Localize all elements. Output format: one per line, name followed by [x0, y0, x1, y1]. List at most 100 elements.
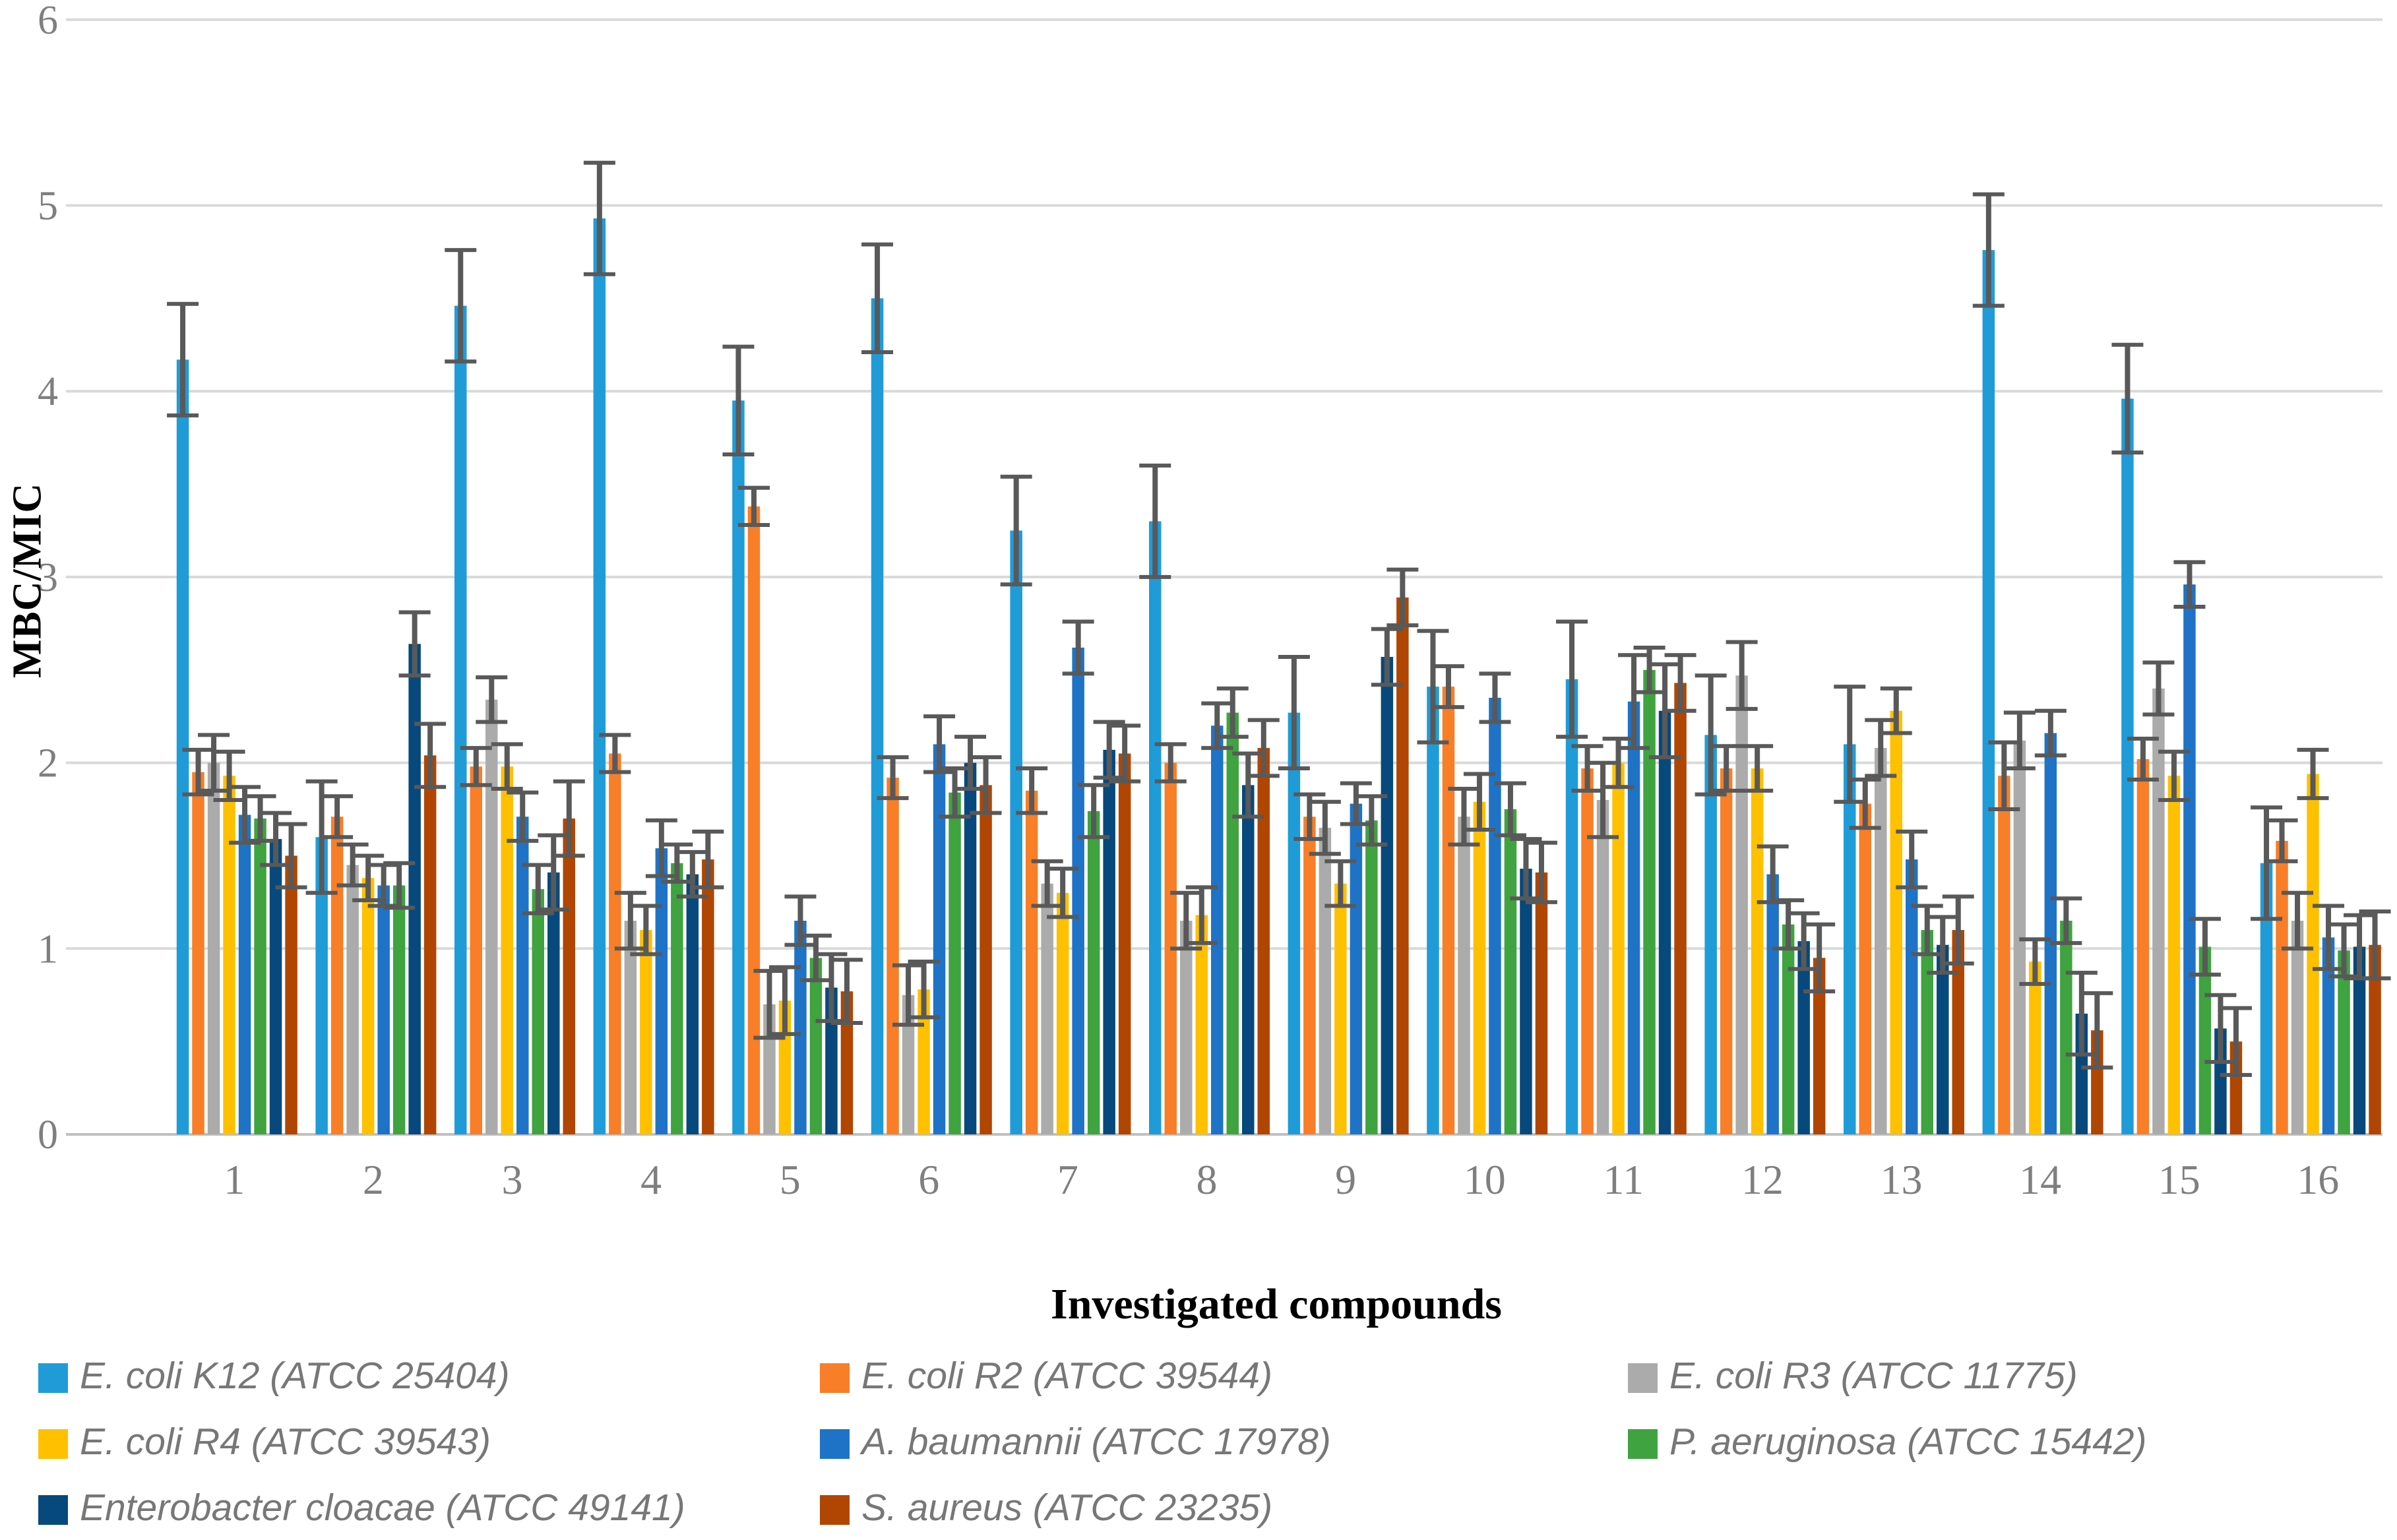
bar: [1875, 748, 1887, 1134]
bar: [1427, 687, 1439, 1134]
x-axis-title: Investigated compounds: [1051, 1280, 1502, 1328]
bar: [871, 298, 884, 1135]
bar: [315, 837, 328, 1134]
bar: [655, 848, 668, 1134]
bar: [2276, 840, 2288, 1134]
bar: [1180, 921, 1193, 1134]
legend-label: E. coli K12 (ATCC 25404): [80, 1355, 510, 1397]
bar: [2044, 733, 2057, 1134]
bar: [563, 818, 575, 1134]
bar: [1844, 744, 1856, 1134]
bar: [2322, 937, 2335, 1134]
bar: [516, 816, 529, 1134]
bar: [1489, 698, 1501, 1134]
bar: [1334, 883, 1347, 1134]
bar: [2307, 774, 2319, 1134]
bar: [1381, 657, 1394, 1134]
bar: [1242, 785, 1255, 1134]
bar: [1226, 712, 1239, 1134]
bar: [223, 776, 235, 1134]
y-axis-title: MBC/MIC: [5, 482, 50, 679]
bar: [1041, 883, 1053, 1134]
bar: [207, 762, 220, 1134]
legend-swatch: [820, 1495, 850, 1525]
bar: [470, 766, 482, 1134]
bar: [1627, 701, 1640, 1134]
x-tick-label: 11: [1603, 1156, 1644, 1203]
bar: [964, 762, 977, 1134]
bar: [887, 778, 899, 1134]
x-tick-label: 13: [1881, 1156, 1923, 1203]
bar: [1520, 869, 1532, 1134]
bar: [702, 859, 714, 1134]
bar: [361, 878, 375, 1134]
y-tick-label: 4: [38, 369, 58, 414]
bar: [1937, 944, 1949, 1134]
bar: [1257, 748, 1270, 1134]
legend-label: P. aeruginosa (ATCC 15442): [1669, 1421, 2147, 1463]
y-tick-label: 2: [38, 741, 58, 786]
bar: [547, 872, 560, 1134]
x-tick-label: 10: [1464, 1156, 1506, 1203]
bar: [1982, 250, 1995, 1134]
bar: [671, 863, 683, 1134]
x-tick-label: 7: [1057, 1156, 1078, 1203]
bar: [1890, 710, 1902, 1134]
bar: [346, 865, 359, 1134]
bar: [2136, 758, 2150, 1134]
legend-item: S. aureus (ATCC 23235): [820, 1489, 1272, 1531]
bar: [2214, 1028, 2227, 1134]
bar: [1859, 803, 1871, 1134]
bar: [1674, 683, 1687, 1134]
bar: [1782, 924, 1795, 1134]
bar: [1103, 749, 1115, 1134]
legend-item: E. coli R4 (ATCC 39543): [38, 1423, 491, 1465]
bar: [1565, 679, 1578, 1134]
bar: [2338, 950, 2350, 1134]
legend-item: A. baumannii (ATCC 17978): [820, 1423, 1331, 1465]
bar: [2353, 946, 2366, 1134]
x-tick-label: 1: [224, 1156, 245, 1203]
bar: [732, 400, 745, 1135]
bar: [1751, 768, 1764, 1134]
legend-item: E. coli R3 (ATCC 11775): [1628, 1357, 2078, 1399]
bar: [2060, 921, 2072, 1134]
y-tick-label: 1: [38, 927, 58, 971]
y-tick-label: 6: [38, 0, 58, 43]
bar: [1658, 710, 1671, 1134]
bar: [2167, 776, 2181, 1134]
x-tick-label: 9: [1335, 1156, 1356, 1203]
legend-swatch: [38, 1429, 68, 1459]
bar: [2229, 1041, 2243, 1134]
bar: [747, 506, 761, 1134]
bar: [1149, 521, 1162, 1134]
x-tick-label: 8: [1197, 1156, 1218, 1203]
bar: [2291, 921, 2304, 1134]
bar: [1442, 687, 1455, 1134]
bar: [1365, 820, 1378, 1134]
x-tick-label: 16: [2297, 1156, 2339, 1203]
bar: [1643, 669, 1656, 1134]
bar: [1720, 768, 1733, 1134]
bar: [2183, 584, 2196, 1134]
bar: [1010, 530, 1022, 1134]
bar: [933, 744, 946, 1134]
bar: [840, 991, 854, 1134]
x-tick-label: 15: [2158, 1156, 2200, 1203]
bar: [1766, 874, 1779, 1134]
legend-swatch: [1628, 1363, 1658, 1393]
bar: [1118, 753, 1131, 1134]
x-tick-label: 2: [363, 1156, 384, 1203]
bar: [624, 921, 637, 1134]
legend-swatch: [1628, 1429, 1658, 1459]
bar: [269, 839, 282, 1134]
bar: [2152, 688, 2165, 1134]
bar: [238, 815, 251, 1134]
bar: [1581, 768, 1594, 1134]
legend-item: Enterobacter cloacae (ATCC 49141): [38, 1489, 685, 1531]
legend-label: E. coli R2 (ATCC 39544): [861, 1355, 1272, 1397]
bar: [1211, 725, 1224, 1134]
bar: [1612, 762, 1625, 1134]
bar: [392, 885, 406, 1134]
